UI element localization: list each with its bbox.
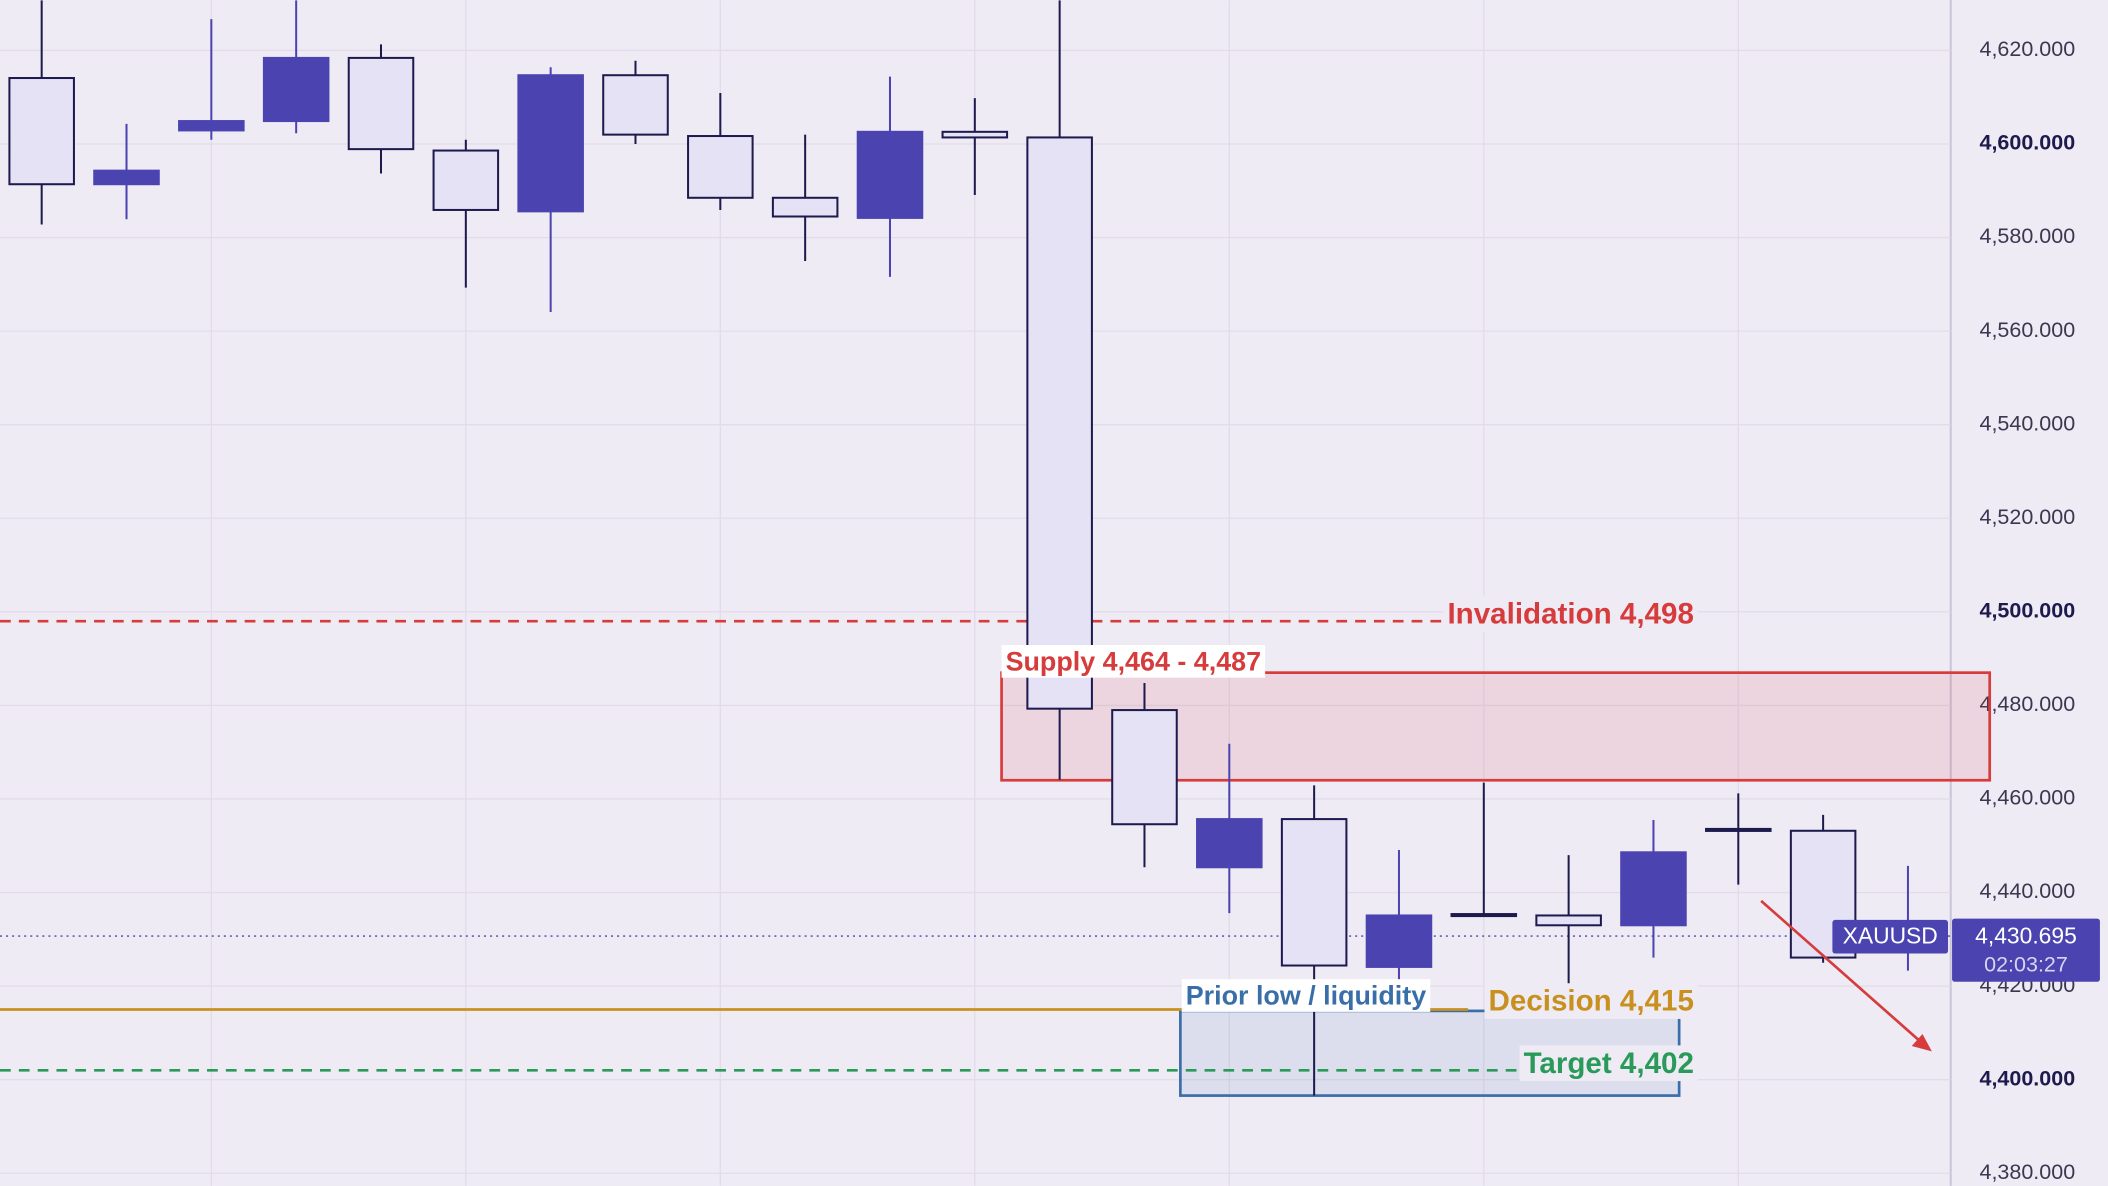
- y-tick-label: 4,480.000: [1980, 692, 2076, 716]
- candle-body: [8, 77, 75, 186]
- zone-label: Prior low / liquidity: [1186, 981, 1426, 1011]
- candle-body: [517, 74, 584, 213]
- candle-body: [771, 196, 839, 218]
- label-background: [1484, 983, 1698, 1019]
- candle-body: [941, 130, 1009, 139]
- symbol-tag: [1832, 919, 1949, 954]
- y-tick-label: 4,400.000: [1980, 1066, 2076, 1090]
- y-tick-label: 4,560.000: [1980, 318, 2076, 342]
- label-background: [1181, 979, 1431, 1012]
- candle-body: [1450, 913, 1518, 918]
- level-label: Decision 4,415: [1489, 985, 1694, 1018]
- price-tag-countdown: 02:03:27: [1984, 952, 2068, 976]
- candle-body: [1111, 709, 1178, 826]
- candle-body: [347, 56, 415, 151]
- y-tick-label: 4,520.000: [1980, 505, 2076, 529]
- projection-arrow: [1760, 899, 1924, 1045]
- candle-body: [1196, 818, 1263, 869]
- candle-body: [687, 135, 754, 199]
- candle-body: [178, 120, 245, 132]
- projection-arrowhead: [1911, 1033, 1932, 1052]
- label-background: [1443, 596, 1698, 632]
- y-tick-label: 4,540.000: [1980, 411, 2076, 435]
- y-tick-label: 4,600.000: [1980, 131, 2076, 155]
- candle-body: [1620, 851, 1687, 927]
- price-tag: [1952, 918, 2100, 982]
- y-tick-label: 4,460.000: [1980, 786, 2076, 810]
- candle-body: [1365, 914, 1433, 968]
- candle-body: [1705, 827, 1772, 832]
- candle-body: [1026, 136, 1093, 710]
- candle-body: [1280, 818, 1348, 967]
- candle-body: [93, 169, 160, 186]
- label-background: [1519, 1045, 1698, 1082]
- candle-body: [602, 74, 669, 136]
- price-tag-value: 4,430.695: [1975, 922, 2077, 948]
- y-tick-label: 4,500.000: [1980, 599, 2076, 623]
- level-label: Invalidation 4,498: [1447, 598, 1693, 631]
- y-tick-label: 4,620.000: [1980, 37, 2076, 61]
- candle-body: [432, 149, 500, 211]
- zone-label: Supply 4,464 - 4,487: [1006, 646, 1261, 676]
- level-label: Target 4,402: [1524, 1047, 1694, 1080]
- candle-body: [856, 130, 924, 219]
- symbol-tag-text: XAUUSD: [1843, 922, 1938, 948]
- y-tick-label: 4,440.000: [1980, 879, 2076, 903]
- label-background: [1001, 644, 1266, 678]
- y-tick-label: 4,580.000: [1980, 224, 2076, 248]
- candle-body: [1535, 914, 1602, 927]
- y-tick-label: 4,380.000: [1980, 1160, 2076, 1184]
- candle-body: [262, 56, 330, 123]
